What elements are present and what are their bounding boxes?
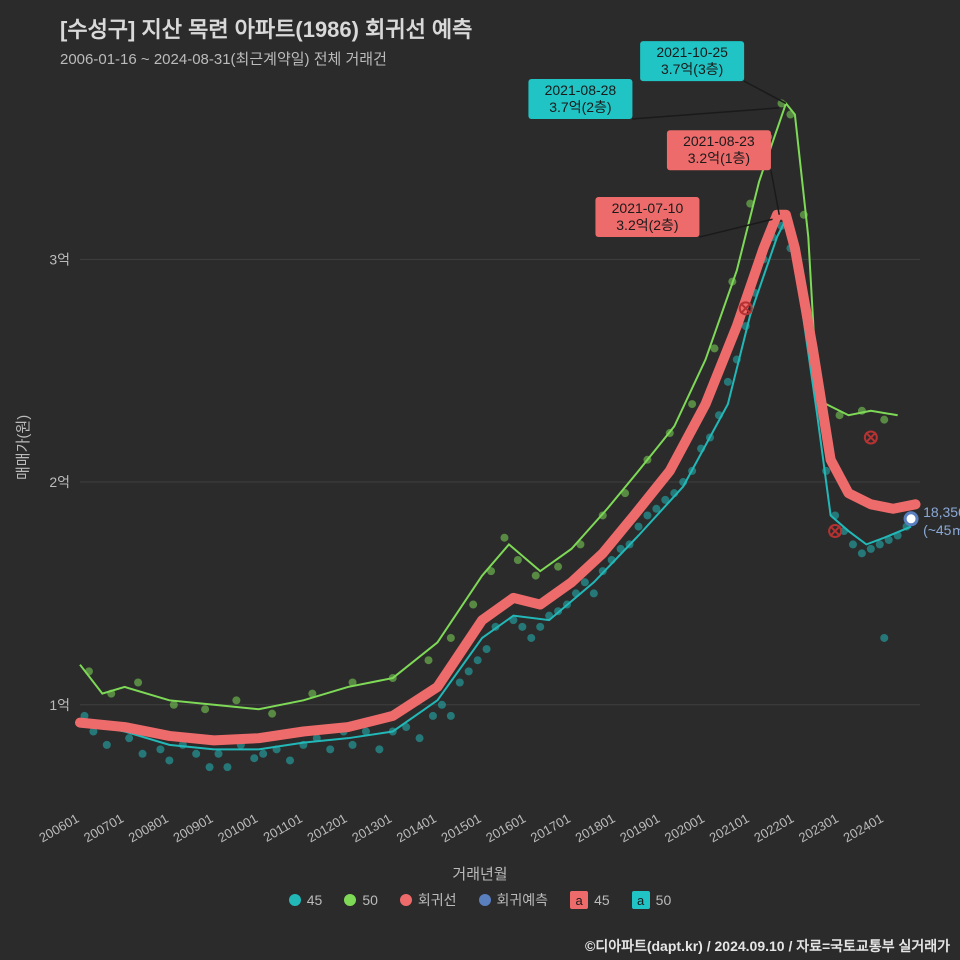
- legend-swatch: a: [570, 891, 588, 909]
- svg-text:2021-08-23: 2021-08-23: [683, 133, 755, 149]
- svg-text:201601: 201601: [483, 811, 528, 846]
- svg-text:201701: 201701: [528, 811, 573, 846]
- svg-text:3.7억(2층): 3.7억(2층): [549, 99, 611, 115]
- svg-text:3.7억(3층): 3.7억(3층): [661, 61, 723, 77]
- svg-text:201501: 201501: [439, 811, 484, 846]
- svg-text:2021-10-25: 2021-10-25: [656, 44, 728, 60]
- x-axis-label: 거래년월: [0, 863, 960, 884]
- svg-text:2억: 2억: [49, 474, 70, 490]
- svg-text:1억: 1억: [49, 697, 70, 713]
- legend-swatch: a: [632, 891, 650, 909]
- svg-text:201401: 201401: [394, 811, 439, 846]
- svg-text:18,350: 18,350: [923, 504, 960, 520]
- legend-marker: [400, 894, 412, 906]
- svg-text:202401: 202401: [841, 811, 886, 846]
- svg-text:200701: 200701: [81, 811, 126, 846]
- legend-marker: [344, 894, 356, 906]
- svg-text:3.2억(2층): 3.2억(2층): [616, 217, 678, 233]
- legend: 45 50 회귀선 회귀예측 a 45 a 50: [0, 890, 960, 910]
- svg-text:200601: 200601: [36, 811, 81, 846]
- svg-text:202101: 202101: [707, 811, 752, 846]
- svg-text:201301: 201301: [349, 811, 394, 846]
- legend-label: 45: [307, 892, 323, 908]
- svg-text:3.2억(1층): 3.2억(1층): [688, 150, 750, 166]
- svg-text:(~45㎡): (~45㎡): [923, 522, 960, 538]
- svg-text:202201: 202201: [751, 811, 796, 846]
- svg-text:2021-08-28: 2021-08-28: [545, 82, 617, 98]
- svg-text:200901: 200901: [170, 811, 215, 846]
- legend-item: 45: [289, 892, 323, 908]
- legend-item: a 45: [570, 891, 610, 909]
- legend-item: 50: [344, 892, 378, 908]
- svg-text:201001: 201001: [215, 811, 260, 846]
- legend-item: 회귀예측: [479, 890, 549, 910]
- svg-text:201101: 201101: [261, 811, 305, 845]
- svg-text:3억: 3억: [49, 251, 70, 267]
- svg-text:200801: 200801: [126, 811, 171, 846]
- legend-marker: [479, 894, 491, 906]
- legend-marker: [289, 894, 301, 906]
- legend-item: a 50: [632, 891, 672, 909]
- svg-text:201801: 201801: [573, 811, 618, 846]
- legend-label: 50: [656, 892, 672, 908]
- svg-text:201201: 201201: [305, 811, 350, 846]
- svg-text:201901: 201901: [617, 811, 662, 846]
- svg-text:2021-07-10: 2021-07-10: [612, 200, 684, 216]
- legend-label: 회귀선: [418, 890, 457, 910]
- credits: ©디아파트(dapt.kr) / 2024.09.10 / 자료=국토교통부 실…: [585, 936, 950, 956]
- legend-label: 45: [594, 892, 610, 908]
- svg-text:202001: 202001: [662, 811, 707, 846]
- svg-text:202301: 202301: [796, 811, 841, 846]
- chart-plot: 1억 2억 3억 2006012007012008012009012010012011…: [0, 0, 960, 960]
- legend-label: 회귀예측: [497, 890, 549, 910]
- legend-item: 회귀선: [400, 890, 457, 910]
- legend-label: 50: [362, 892, 378, 908]
